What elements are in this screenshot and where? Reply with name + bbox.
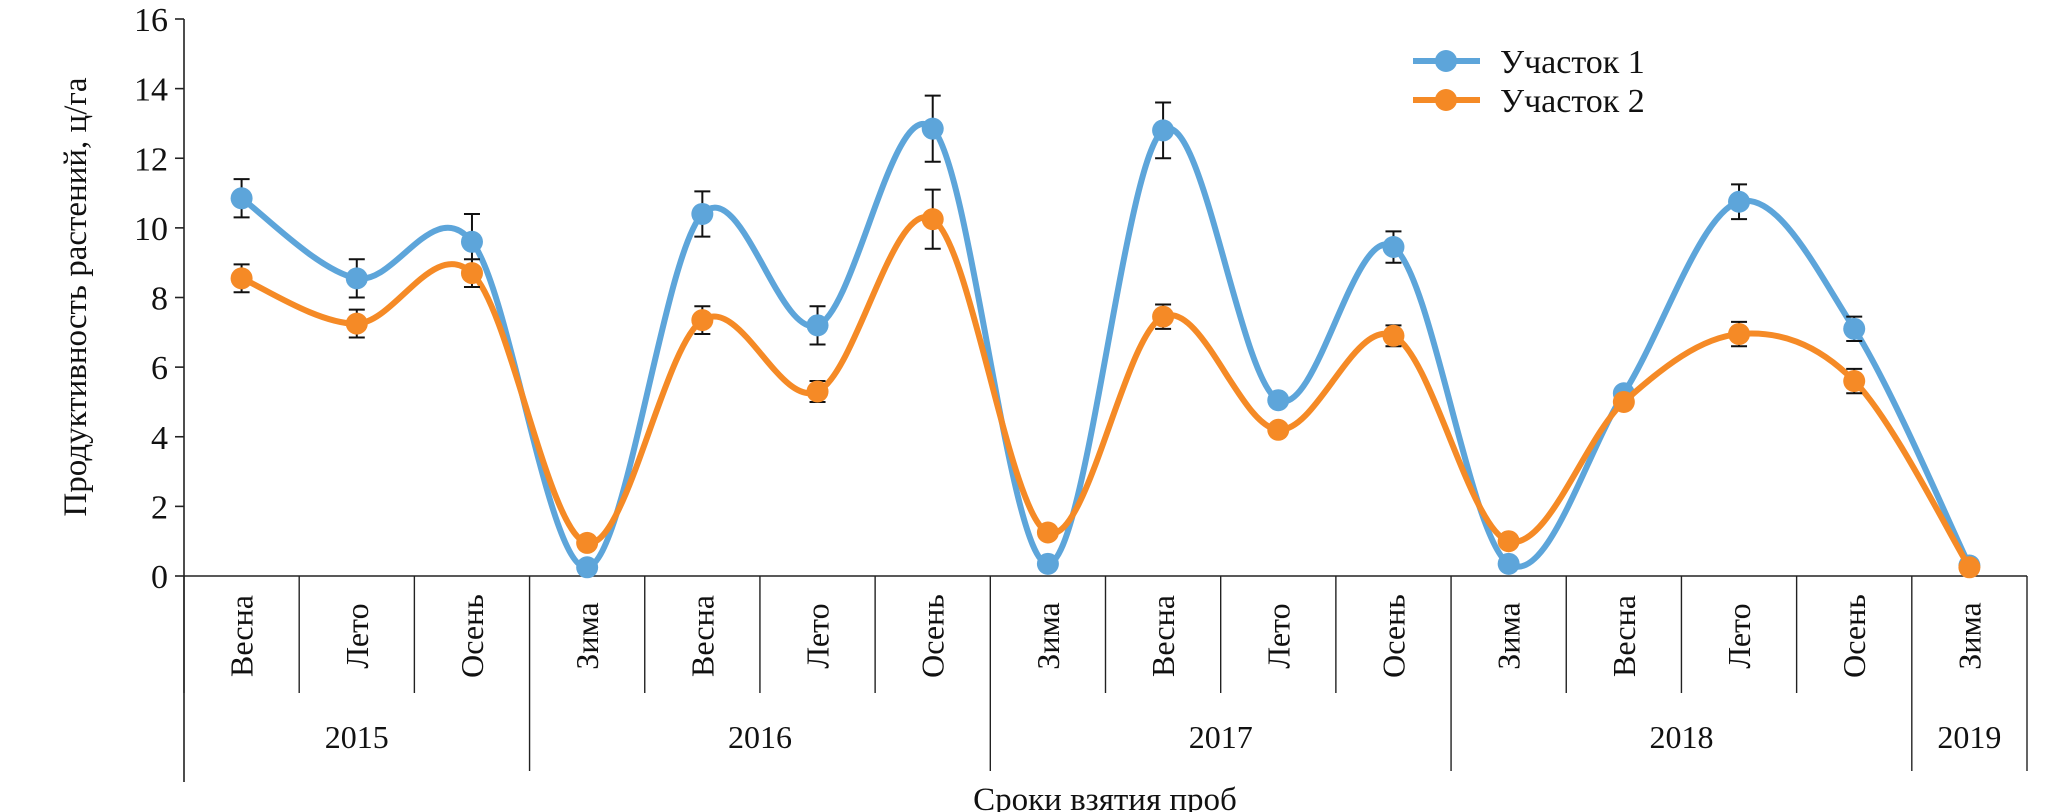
data-point [345,267,368,290]
data-point [1382,236,1405,259]
legend-label: Участок 2 [1500,83,1645,120]
data-point [691,309,714,332]
data-point [1612,390,1635,413]
category-label: Весна [1606,595,1642,677]
data-point [1267,389,1290,412]
y-tick-label: 2 [151,489,168,526]
year-label: 2017 [1189,719,1253,755]
x-axis-title: Сроки взятия проб [973,782,1237,812]
data-point [921,208,944,231]
category-label: Осень [915,594,951,678]
category-label: Зима [1030,602,1066,669]
y-axis-title: Продуктивность растений, ц/га [58,77,94,516]
legend-swatch-marker [1435,89,1457,111]
y-tick-label: 10 [134,211,168,248]
category-label: Весна [684,595,720,677]
data-point [1152,305,1175,328]
category-label: Лето [1721,603,1757,668]
data-point [1843,370,1866,393]
year-label: 2016 [728,719,792,755]
data-point [806,314,829,337]
y-tick-label: 14 [134,72,168,109]
y-tick-label: 12 [134,141,168,178]
category-label: Весна [1145,595,1181,677]
year-label: 2018 [1649,719,1713,755]
series-2 [230,188,1981,579]
series-line [239,121,1973,571]
data-point [1728,323,1751,346]
y-tick-label: 0 [151,559,168,596]
category-label: Зима [1951,602,1987,669]
category-label: Осень [1375,594,1411,678]
category-label: Лето [339,603,375,668]
series-layer [230,94,1981,579]
data-point [576,531,599,554]
data-point [230,187,253,210]
category-label: Осень [454,594,490,678]
data-point [1728,190,1751,213]
category-label: Осень [1836,594,1872,678]
series-line [240,214,1972,569]
legend-swatch-marker [1435,50,1457,72]
data-point [691,202,714,225]
axes: 0 2 4 6 8 10 12 14 16 Весна Лето Осень Зима Весна Лето… [134,2,2028,782]
data-point [921,117,944,140]
y-tick-label: 16 [134,2,168,39]
y-tick-label: 4 [151,420,168,457]
legend-label: Участок 1 [1500,44,1645,81]
data-point [576,556,599,579]
data-point [460,262,483,285]
category-label: Зима [569,602,605,669]
y-tick-label: 6 [151,350,168,387]
data-point [1497,552,1520,575]
data-point [1036,521,1059,544]
data-point [1036,552,1059,575]
data-point [1497,530,1520,553]
data-point [806,380,829,403]
category-label: Весна [224,595,260,677]
data-point [345,312,368,335]
category-label: Зима [1491,602,1527,669]
data-point [1958,556,1981,579]
data-point [1382,324,1405,347]
data-point [460,230,483,253]
data-point [230,267,253,290]
year-label: 2015 [325,719,389,755]
category-label: Лето [1260,603,1296,668]
category-label: Лето [800,603,836,668]
data-point [1843,317,1866,340]
year-label: 2019 [1937,719,2001,755]
y-tick-label: 8 [151,281,168,318]
data-point [1152,119,1175,142]
data-point [1267,418,1290,441]
